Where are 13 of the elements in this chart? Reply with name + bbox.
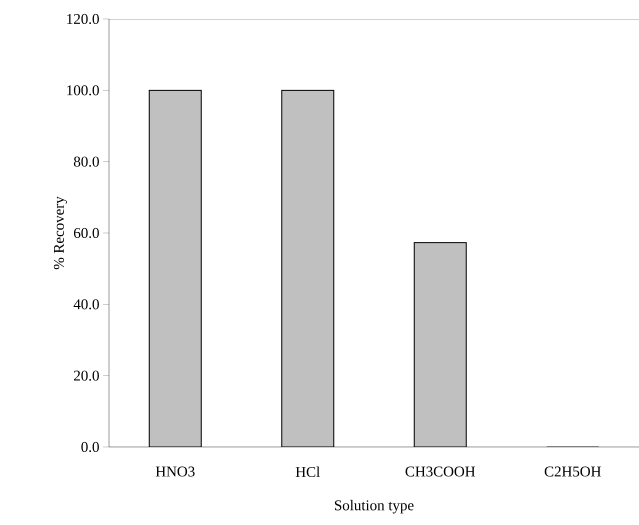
y-tick-label: 100.0 bbox=[67, 85, 99, 96]
x-tick-label: C2H5OH bbox=[544, 466, 601, 477]
y-tick-label: 60.0 bbox=[74, 228, 99, 238]
x-tick-label: HCl bbox=[296, 466, 320, 478]
y-tick-label: 0.0 bbox=[81, 442, 99, 452]
y-tick-label: 40.0 bbox=[74, 299, 99, 310]
x-tick-label: HNO3 bbox=[156, 466, 195, 477]
y-tick-label: 80.0 bbox=[74, 156, 99, 167]
x-tick-label: CH3COOH bbox=[406, 466, 476, 477]
y-tick-label: 120.0 bbox=[67, 14, 99, 24]
x-axis-title: Solution type bbox=[334, 500, 414, 514]
y-tick-label: 20.0 bbox=[74, 370, 99, 381]
y-axis-title: % Recovery bbox=[54, 196, 68, 270]
